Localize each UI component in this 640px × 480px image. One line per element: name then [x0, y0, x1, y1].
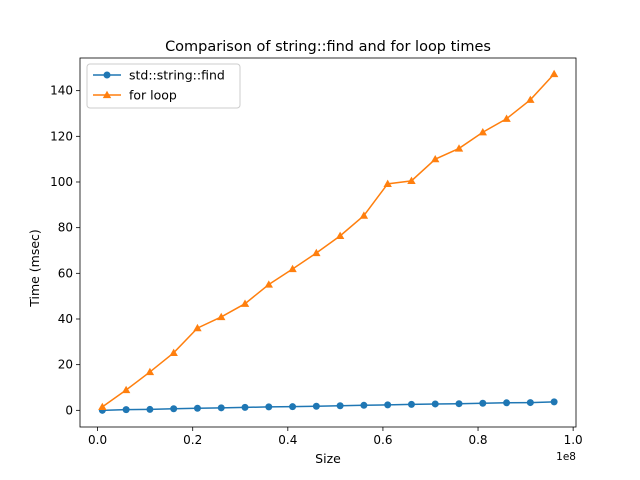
axes-frame	[79, 57, 577, 428]
data-point-1-10	[335, 231, 345, 240]
y-tick-label: 140	[50, 84, 73, 98]
data-point-0-4	[193, 404, 201, 412]
y-tick-label: 60	[58, 266, 73, 280]
x-tick-label: 0.8	[468, 433, 487, 447]
legend-marker-1	[102, 90, 112, 99]
x-tick-label: 0.0	[88, 433, 107, 447]
data-point-1-0	[98, 402, 107, 411]
data-point-1-3	[169, 348, 178, 356]
x-tick-label: 0.4	[278, 433, 297, 447]
data-point-1-9	[312, 248, 321, 257]
data-point-1-8	[288, 264, 297, 273]
data-point-0-6	[241, 403, 249, 411]
data-point-0-11	[360, 401, 368, 409]
legend-marker-0	[103, 71, 111, 79]
y-tick-label: 120	[50, 129, 73, 143]
data-point-0-15	[455, 400, 463, 408]
data-point-1-19	[549, 69, 559, 78]
data-point-0-3	[170, 405, 178, 413]
x-tick-label: 1.0	[564, 433, 583, 447]
data-point-0-19	[550, 398, 558, 406]
data-point-0-10	[336, 402, 344, 410]
data-point-0-7	[265, 403, 273, 411]
data-point-1-1	[121, 385, 131, 394]
data-point-0-9	[312, 402, 320, 410]
y-tick-label: 40	[58, 312, 73, 326]
legend-label-1: for loop	[129, 88, 177, 103]
chart-title: Comparison of string::find and for loop …	[165, 39, 491, 55]
x-tick-label: 0.6	[373, 433, 392, 447]
axes: 0.0 0.2 0.4 0.6 0.8 1.0 0 20 40 60 80 100 120 140	[50, 57, 583, 447]
legend-box	[86, 63, 241, 109]
data-point-0-18	[526, 399, 534, 407]
data-point-0-13	[407, 400, 415, 408]
data-point-1-5	[217, 312, 226, 321]
series-line-0	[102, 401, 555, 412]
plot-area	[98, 69, 559, 414]
data-point-1-4	[193, 323, 202, 332]
x-axis-label: Size	[315, 451, 341, 466]
y-axis-label: Time (msec)	[27, 229, 42, 308]
data-point-1-12	[383, 179, 392, 187]
data-point-1-7	[264, 280, 273, 288]
x-tick-label: 0.2	[183, 433, 202, 447]
data-point-1-18	[526, 95, 535, 103]
data-point-0-14	[431, 400, 439, 408]
series-line-1	[101, 73, 555, 408]
data-point-0-16	[479, 399, 487, 407]
data-point-1-11	[359, 211, 369, 219]
data-point-1-14	[431, 154, 440, 163]
data-point-0-2	[146, 405, 154, 413]
data-point-1-15	[454, 144, 464, 152]
data-point-0-12	[384, 401, 392, 409]
data-point-1-6	[240, 299, 250, 307]
x-axis-offset-label: 1e8	[556, 451, 576, 463]
legend-label-0: std::string::find	[129, 68, 225, 83]
data-point-0-17	[503, 399, 511, 407]
y-tick-label: 0	[65, 403, 73, 417]
y-tick-label: 100	[50, 175, 73, 189]
data-point-0-1	[122, 406, 130, 414]
y-tick-label: 80	[58, 221, 73, 235]
data-point-0-5	[217, 404, 225, 412]
y-tick-label: 20	[58, 358, 73, 372]
data-point-1-13	[407, 176, 416, 184]
data-point-1-16	[478, 128, 487, 136]
data-point-1-17	[502, 114, 511, 122]
data-point-0-8	[289, 403, 297, 411]
data-point-1-2	[145, 367, 155, 376]
